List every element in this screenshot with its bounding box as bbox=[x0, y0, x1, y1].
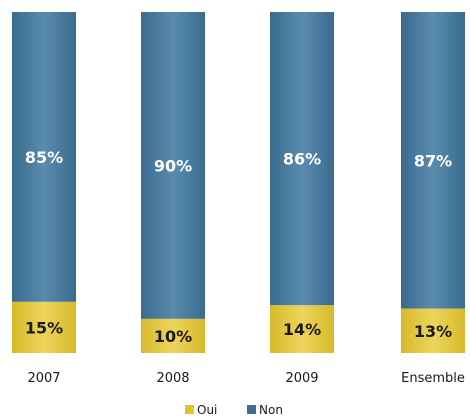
category-label-2007: 2007 bbox=[27, 371, 60, 386]
data-label-oui-2007: 15% bbox=[25, 318, 63, 337]
data-label-non-2007: 85% bbox=[25, 148, 63, 167]
category-label-2008: 2008 bbox=[156, 371, 189, 386]
data-label-oui-2009: 14% bbox=[283, 320, 321, 339]
legend-label-non: Non bbox=[259, 403, 283, 417]
category-labels: 2007 2008 2009 Ensemble bbox=[27, 371, 464, 386]
data-label-non-ensemble: 87% bbox=[414, 151, 452, 170]
data-label-oui-ensemble: 13% bbox=[414, 322, 452, 341]
legend-swatch-non bbox=[247, 405, 256, 414]
category-label-ensemble: Ensemble bbox=[401, 371, 465, 386]
legend-label-oui: Oui bbox=[197, 403, 217, 417]
data-label-non-2009: 86% bbox=[283, 150, 321, 169]
legend-swatch-oui bbox=[185, 405, 194, 414]
data-label-non-2008: 90% bbox=[154, 156, 192, 175]
legend: Oui Non bbox=[185, 403, 283, 417]
bars-group: 85% 15% 90% 10% 86% 14% 87% 13% bbox=[12, 12, 465, 353]
category-label-2009: 2009 bbox=[285, 371, 318, 386]
data-label-oui-2008: 10% bbox=[154, 327, 192, 346]
